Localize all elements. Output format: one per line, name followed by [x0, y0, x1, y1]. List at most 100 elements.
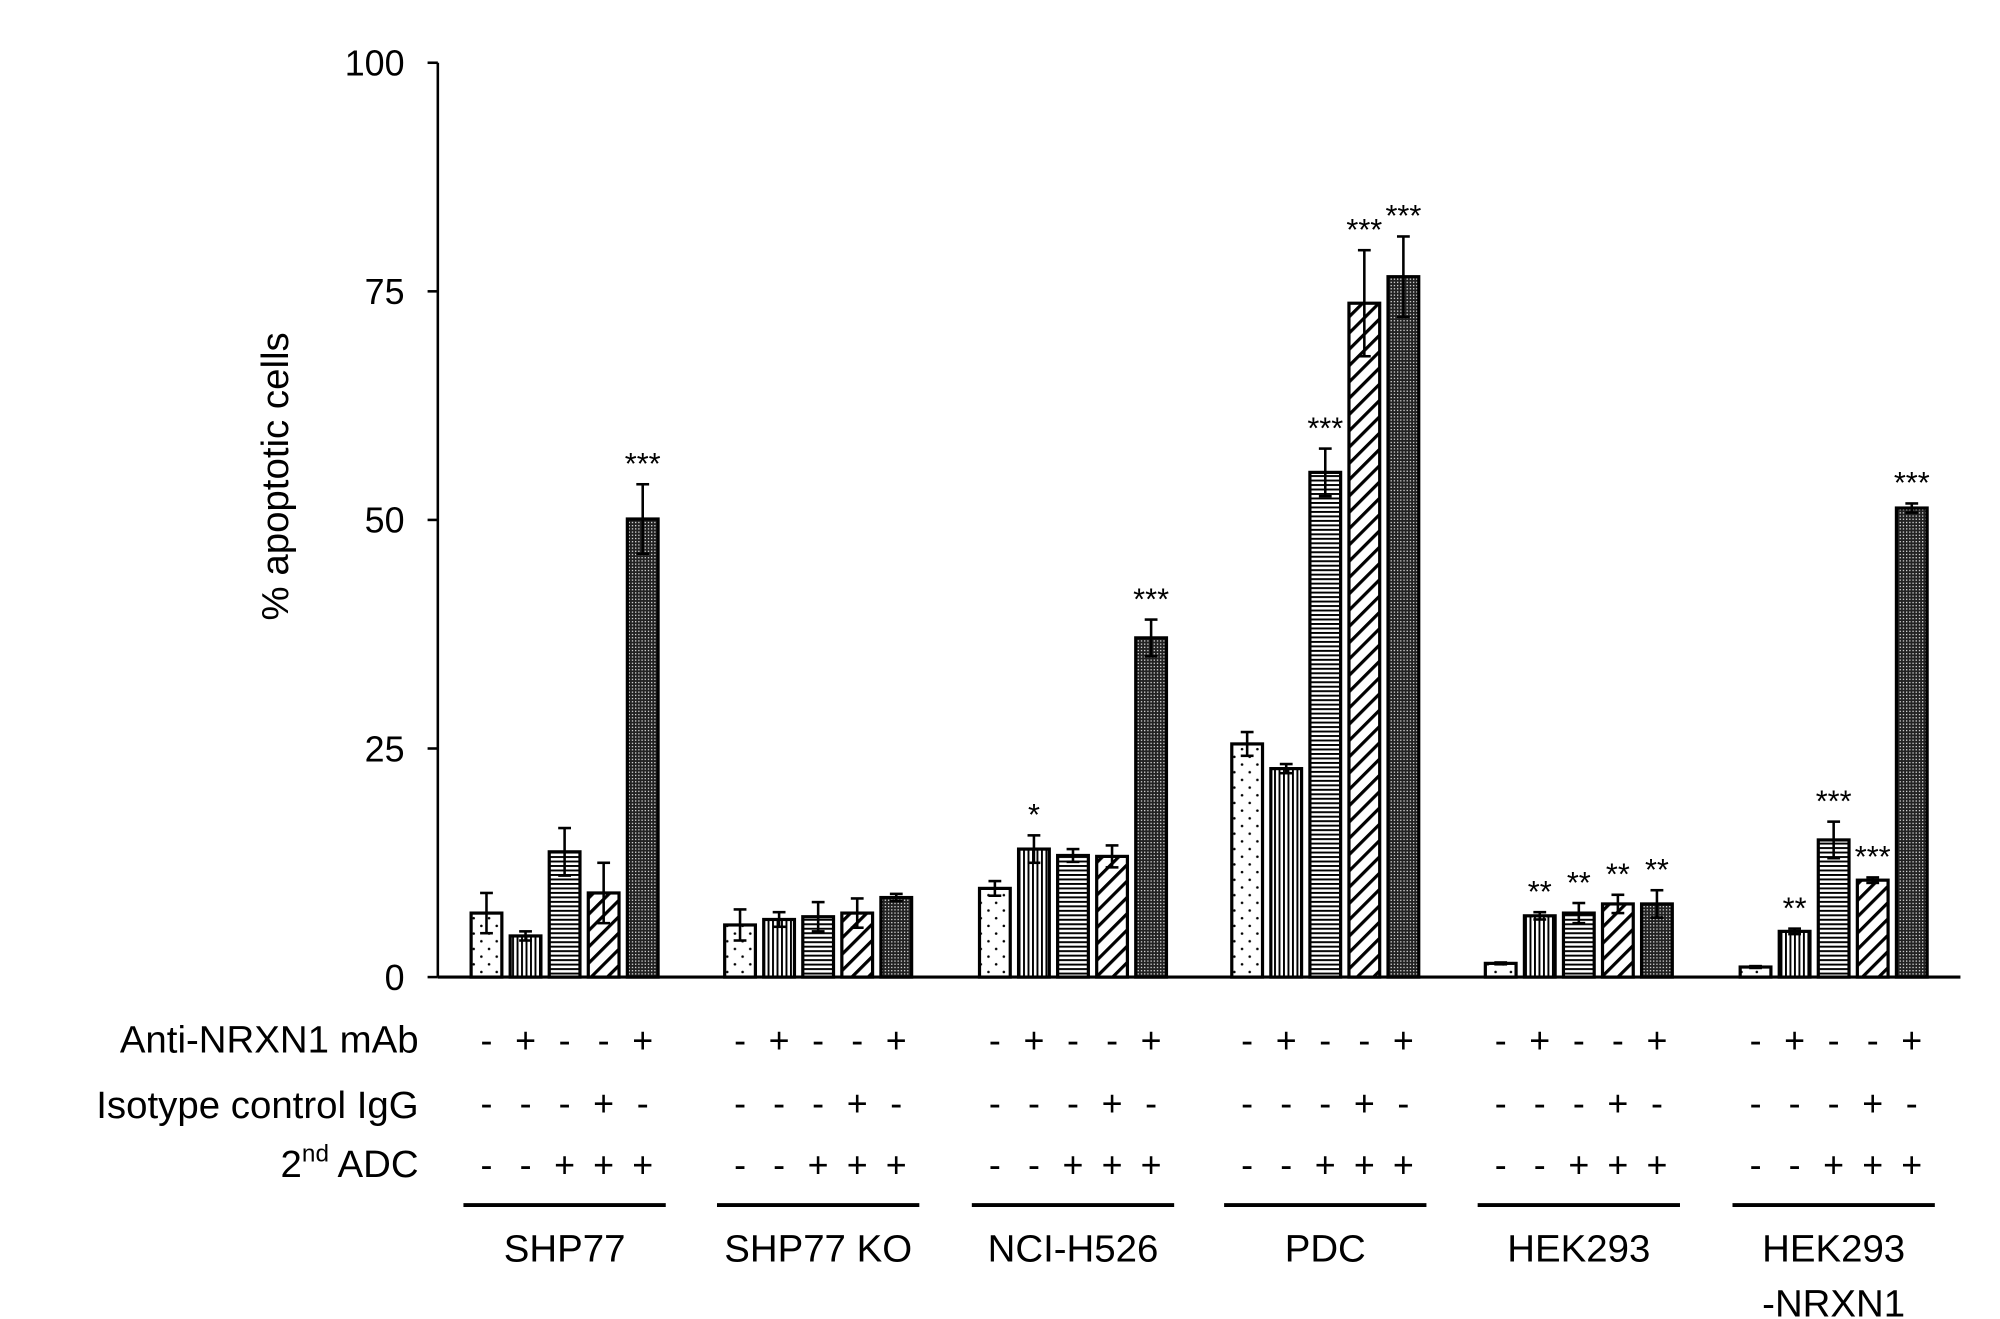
condition-sign: - — [1789, 1083, 1801, 1123]
significance-label: ** — [1567, 865, 1591, 900]
condition-sign: - — [890, 1083, 902, 1123]
condition-sign: + — [632, 1021, 653, 1061]
condition-sign: - — [1750, 1021, 1762, 1061]
condition-sign: + — [886, 1021, 907, 1061]
condition-sign: - — [1867, 1021, 1879, 1061]
bar — [1600, 902, 1635, 979]
condition-sign: - — [1906, 1083, 1918, 1123]
condition-sign: + — [1646, 1145, 1667, 1185]
condition-sign: - — [812, 1021, 824, 1061]
condition-sign: - — [1397, 1083, 1409, 1123]
condition-sign: + — [1141, 1021, 1162, 1061]
condition-sign: - — [1612, 1021, 1624, 1061]
significance-label: *** — [1307, 410, 1343, 445]
condition-sign: - — [1534, 1145, 1546, 1185]
bar — [1308, 470, 1343, 979]
condition-sign: - — [734, 1021, 746, 1061]
condition-sign: - — [773, 1083, 785, 1123]
condition-sign: - — [1028, 1145, 1040, 1185]
axes: 0 25 50 75 100 — [345, 44, 1961, 998]
bar — [977, 886, 1012, 979]
bar — [1639, 902, 1674, 979]
condition-sign: - — [1534, 1083, 1546, 1123]
row-label-anti-nrxn1: Anti-NRXN1 mAb — [120, 1019, 419, 1062]
condition-sign: - — [1319, 1021, 1331, 1061]
condition-sign: + — [593, 1083, 614, 1123]
y-axis-label: % apoptotic cells — [254, 332, 297, 620]
condition-sign: + — [1354, 1145, 1375, 1185]
condition-sign: - — [1319, 1083, 1331, 1123]
condition-sign: - — [1106, 1021, 1118, 1061]
condition-sign: + — [593, 1145, 614, 1185]
condition-sign: - — [989, 1145, 1001, 1185]
condition-sign: + — [1102, 1145, 1123, 1185]
condition-sign: + — [1354, 1083, 1375, 1123]
condition-sign: + — [847, 1145, 868, 1185]
bar — [1816, 838, 1851, 979]
condition-table: ---+----+-+++-+SHP77---+----+-+++-+SHP77… — [96, 1019, 1935, 1319]
significance-label: *** — [1133, 581, 1169, 616]
significance-label: *** — [625, 446, 661, 481]
condition-sign: + — [1315, 1145, 1336, 1185]
condition-sign: + — [1393, 1021, 1414, 1061]
significance-label: ** — [1606, 857, 1630, 892]
y-tick-label: 75 — [365, 272, 405, 312]
condition-sign: - — [1241, 1083, 1253, 1123]
condition-sign: - — [1495, 1021, 1507, 1061]
significance-label: *** — [1346, 212, 1382, 247]
condition-sign: - — [851, 1021, 863, 1061]
condition-sign: + — [1102, 1083, 1123, 1123]
significance-label: ** — [1645, 852, 1669, 887]
condition-sign: + — [1607, 1145, 1628, 1185]
condition-sign: - — [481, 1021, 493, 1061]
y-tick-label: 25 — [365, 729, 405, 769]
bar — [1095, 854, 1130, 979]
condition-sign: - — [773, 1145, 785, 1185]
condition-sign: - — [637, 1083, 649, 1123]
condition-sign: + — [1529, 1021, 1550, 1061]
bar — [762, 917, 797, 979]
condition-sign: - — [1495, 1145, 1507, 1185]
condition-sign: + — [847, 1083, 868, 1123]
significance-label: *** — [1855, 839, 1891, 874]
significance-label: *** — [1816, 783, 1852, 818]
bar — [1347, 301, 1382, 979]
bar — [1016, 847, 1051, 979]
significance-label: ** — [1528, 874, 1552, 909]
condition-sign: - — [812, 1083, 824, 1123]
group-label: NCI-H526 — [988, 1227, 1159, 1270]
condition-sign: - — [1750, 1145, 1762, 1185]
bar — [1522, 914, 1557, 979]
bar — [1386, 275, 1421, 979]
bar — [1230, 742, 1265, 979]
condition-sign: + — [1784, 1021, 1805, 1061]
condition-sign: + — [1276, 1021, 1297, 1061]
condition-sign: + — [886, 1145, 907, 1185]
condition-sign: + — [1862, 1145, 1883, 1185]
condition-sign: - — [1280, 1083, 1292, 1123]
significance-label: * — [1028, 797, 1040, 832]
row-label-2nd-adc: 2nd ADC — [281, 1140, 419, 1185]
bar — [508, 934, 543, 979]
condition-sign: + — [808, 1145, 829, 1185]
condition-sign: - — [1651, 1083, 1663, 1123]
bar — [625, 517, 660, 979]
condition-sign: + — [1646, 1021, 1667, 1061]
condition-sign: + — [1023, 1021, 1044, 1061]
bar — [1134, 636, 1169, 979]
condition-sign: - — [481, 1083, 493, 1123]
condition-sign: - — [1750, 1083, 1762, 1123]
condition-sign: - — [1145, 1083, 1157, 1123]
bar — [1855, 878, 1890, 979]
condition-sign: + — [769, 1021, 790, 1061]
condition-sign: - — [1067, 1021, 1079, 1061]
group-label: PDC — [1285, 1227, 1366, 1270]
condition-sign: - — [989, 1021, 1001, 1061]
group-label: HEK293 — [1507, 1227, 1650, 1270]
condition-sign: - — [1067, 1083, 1079, 1123]
bars: ************* ***** ** ** ************* — [469, 198, 1930, 979]
group-label: SHP77 KO — [724, 1227, 912, 1270]
condition-sign: - — [520, 1145, 532, 1185]
y-tick-label: 0 — [385, 958, 405, 998]
condition-sign: - — [1828, 1021, 1840, 1061]
